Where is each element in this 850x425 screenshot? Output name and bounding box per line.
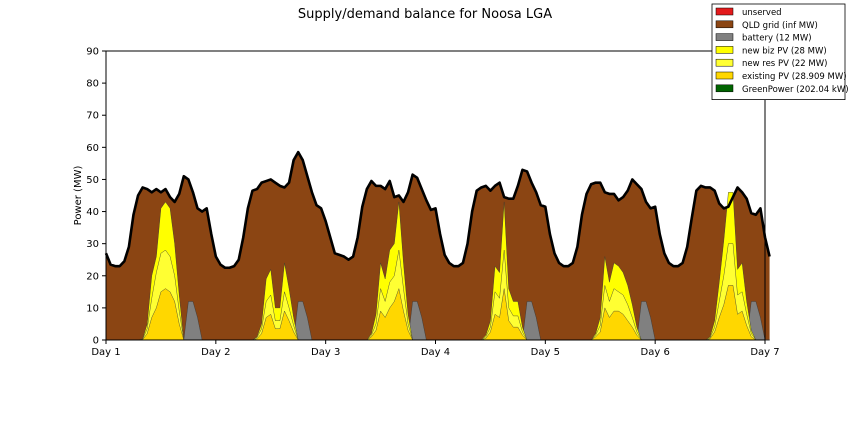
y-tick-label: 10 [86, 303, 99, 314]
x-tick-label: Day 2 [201, 347, 230, 358]
legend: unserved QLD grid (inf MW) battery (12 MW)… [711, 3, 849, 100]
demand-line [104, 150, 771, 270]
y-tick-label: 30 [86, 239, 99, 250]
x-tick-label: Day 6 [641, 347, 670, 358]
y-axis-label: Power (MW) [73, 166, 84, 226]
legend-swatch [715, 33, 734, 41]
legend-entry: unserved [742, 8, 782, 18]
legend-swatch [715, 20, 734, 29]
plot-areas [104, 150, 771, 341]
x-tick-label: Day 7 [750, 347, 779, 358]
area-qld-grid [106, 152, 770, 340]
legend-entry: new res PV (22 MW) [742, 59, 827, 69]
y-tick-label: 50 [86, 175, 99, 186]
legend-entry: GreenPower (202.04 kW) [742, 85, 849, 95]
legend-swatch [715, 71, 734, 80]
legend-entry: QLD grid (inf MW) [742, 21, 818, 31]
y-tick-label: 90 [86, 47, 99, 58]
y-tick-label: 70 [86, 111, 99, 122]
y-tick-label: 40 [86, 207, 99, 218]
x-tick-label: Day 1 [91, 347, 120, 358]
x-axis: Day 1 Day 2 Day 3 Day 4 Day 5 Day 6 Day 7 [91, 340, 780, 358]
x-tick-label: Day 3 [311, 347, 340, 358]
x-tick-label: Day 5 [531, 347, 560, 358]
chart-title: Supply/demand balance for Noosa LGA [298, 7, 552, 22]
legend-entry: battery (12 MW) [742, 34, 812, 44]
x-tick-label: Day 4 [421, 347, 450, 358]
y-tick-label: 0 [93, 336, 99, 347]
legend-entry: existing PV (28.909 MW) [742, 72, 847, 82]
y-tick-label: 60 [86, 143, 99, 154]
legend-swatch [715, 84, 734, 93]
y-tick-label: 80 [86, 79, 99, 90]
legend-swatch [715, 46, 734, 54]
legend-swatch [715, 7, 734, 16]
y-tick-label: 20 [86, 271, 99, 282]
legend-swatch [715, 58, 734, 67]
legend-box [711, 3, 846, 100]
legend-entry: new biz PV (28 MW) [742, 46, 827, 56]
y-axis: 0 10 20 30 40 50 60 70 80 90 [86, 47, 106, 347]
